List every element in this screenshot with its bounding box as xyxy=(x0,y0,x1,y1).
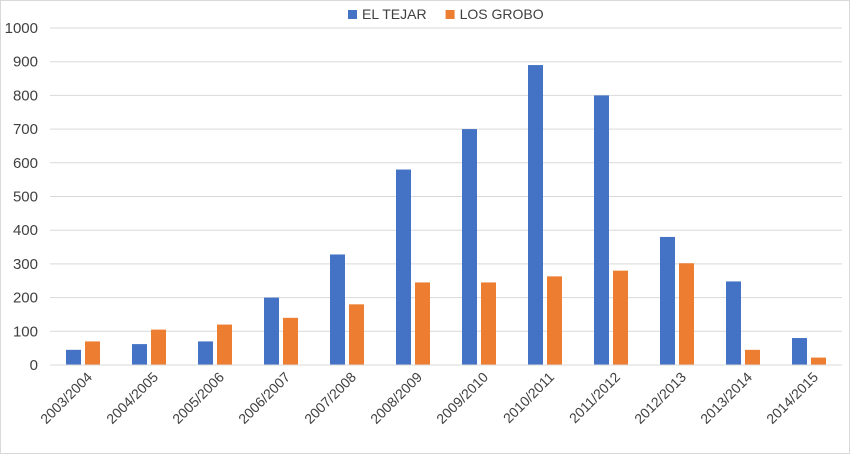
x-tick-label: 2014/2015 xyxy=(763,369,821,427)
bar-el-tejar xyxy=(330,254,345,365)
bar-el-tejar xyxy=(528,65,543,365)
bar-el-tejar xyxy=(66,349,81,365)
bar-los-grobo xyxy=(349,304,364,365)
x-tick-label: 2007/2008 xyxy=(301,369,359,427)
legend-label: LOS GROBO xyxy=(460,6,544,22)
y-tick-label: 300 xyxy=(13,256,38,273)
x-tick-label: 2004/2005 xyxy=(103,369,161,427)
y-axis-tick-labels: 0 100 200 300 400 500 600 700 800 900 1000 xyxy=(5,20,38,374)
bar-los-grobo xyxy=(415,282,430,365)
x-tick-label: 2011/2012 xyxy=(566,369,624,427)
bar-los-grobo xyxy=(811,357,826,365)
y-tick-label: 100 xyxy=(13,323,38,340)
bar-los-grobo xyxy=(547,276,562,365)
bar-el-tejar xyxy=(726,281,741,365)
y-tick-label: 900 xyxy=(13,54,38,71)
y-tick-label: 600 xyxy=(13,155,38,172)
gridlines xyxy=(50,27,842,332)
bar-los-grobo xyxy=(217,324,232,365)
bar-el-tejar xyxy=(792,338,807,365)
x-tick-label: 2013/2014 xyxy=(697,369,755,427)
bar-el-tejar xyxy=(198,341,213,365)
y-tick-label: 1000 xyxy=(5,20,38,37)
y-tick-label: 700 xyxy=(13,121,38,138)
x-axis-tick-labels: 2003/2004 2004/2005 2005/2006 2006/2007 2007… xyxy=(37,369,821,427)
y-tick-label: 200 xyxy=(13,290,38,307)
bar-el-tejar xyxy=(594,95,609,366)
legend-label: EL TEJAR xyxy=(362,6,427,22)
bar-los-grobo xyxy=(745,349,760,365)
x-tick-label: 2010/2011 xyxy=(500,369,558,427)
bar-el-tejar xyxy=(396,169,411,365)
bar-el-tejar xyxy=(132,344,147,365)
bar-los-grobo xyxy=(481,282,496,365)
bar-los-grobo xyxy=(151,329,166,365)
x-tick-label: 2003/2004 xyxy=(37,369,95,427)
bar-los-grobo xyxy=(283,317,298,365)
y-tick-label: 0 xyxy=(30,357,38,374)
y-tick-label: 400 xyxy=(13,222,38,239)
legend: EL TEJAR LOS GROBO xyxy=(348,6,544,22)
bar-el-tejar xyxy=(660,236,675,365)
bar-los-grobo xyxy=(85,341,100,365)
legend-swatch xyxy=(445,10,455,19)
x-tick-label: 2012/2013 xyxy=(631,369,689,427)
x-tick-label: 2006/2007 xyxy=(235,369,293,427)
y-tick-label: 500 xyxy=(13,189,38,206)
bars xyxy=(66,65,826,366)
bar-el-tejar xyxy=(462,129,477,365)
x-tick-label: 2005/2006 xyxy=(169,369,227,427)
y-tick-label: 800 xyxy=(13,87,38,104)
x-tick-label: 2008/2009 xyxy=(367,369,425,427)
bar-los-grobo xyxy=(613,270,628,365)
legend-swatch xyxy=(348,10,357,19)
x-tick-label: 2009/2010 xyxy=(433,369,491,427)
bar-el-tejar xyxy=(264,297,279,365)
bar-los-grobo xyxy=(679,263,694,365)
